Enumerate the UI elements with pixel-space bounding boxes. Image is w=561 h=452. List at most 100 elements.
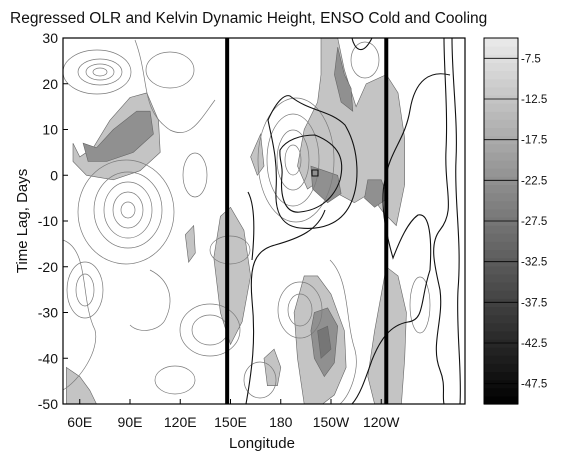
colorbar-swatch — [484, 371, 518, 381]
kelvin-circle-contour — [351, 73, 451, 404]
olr-contour — [182, 152, 208, 198]
colorbar-swatch — [484, 290, 518, 299]
colorbar-swatch — [484, 86, 518, 96]
kelvin-circle-contour — [433, 38, 449, 404]
y-tick-label: -30 — [38, 305, 58, 321]
olr-contour — [129, 269, 171, 331]
colorbar-swatch — [484, 192, 518, 202]
y-tick-label: 0 — [50, 167, 58, 183]
colorbar-swatch — [484, 306, 518, 316]
shaded-region — [263, 348, 282, 387]
olr-contour — [350, 41, 380, 79]
colorbar-swatch — [484, 282, 518, 291]
y-tick-label: 10 — [42, 122, 58, 138]
kelvin-circle-contour — [451, 38, 461, 404]
colorbar-swatch — [484, 387, 518, 397]
x-tick-label: 150W — [313, 414, 350, 430]
kelvin-cross-contour — [245, 209, 326, 404]
colorbar-label: -37.5 — [521, 297, 547, 309]
colorbar: -7.5 -12.5 -17.5 -22.5 -27.5 -32.5 -37.5 -42.5 -… — [483, 37, 547, 405]
colorbar-swatch — [484, 208, 518, 218]
olr-contour — [243, 361, 277, 399]
y-tick-label: -50 — [38, 396, 58, 412]
colorbar-swatch — [484, 103, 518, 112]
colorbar-swatch — [484, 273, 518, 283]
x-axis-label: Longitude — [229, 435, 295, 452]
olr-contour — [329, 259, 357, 404]
olr-contour — [75, 273, 95, 307]
colorbar-swatch — [484, 78, 518, 88]
colorbar-swatch — [484, 143, 518, 153]
olr-contour — [85, 63, 115, 81]
colorbar-swatch — [484, 395, 518, 405]
olr-contours — [63, 39, 431, 404]
olr-contour — [277, 281, 323, 339]
olr-contour — [257, 97, 335, 223]
olr-contour — [284, 144, 302, 176]
olr-contour — [179, 303, 241, 357]
shaded-region — [66, 366, 97, 404]
y-axis-ticks: 30 20 10 0 -10 -20 -30 -40 -50 — [38, 30, 68, 412]
olr-contour — [266, 113, 320, 207]
olr-contour — [287, 293, 313, 327]
colorbar-swatch — [484, 46, 518, 55]
colorbar-swatch — [484, 111, 518, 120]
colorbar-swatch — [484, 184, 518, 194]
shaded-region — [250, 132, 265, 176]
shaded-region — [334, 47, 354, 112]
colorbar-swatch — [484, 233, 518, 242]
colorbar-swatch — [484, 314, 518, 324]
colorbar-label: -7.5 — [521, 53, 541, 65]
x-tick-label: 120E — [164, 414, 197, 430]
olr-contour — [276, 129, 310, 191]
olr-contour — [154, 365, 196, 395]
colorbar-swatch — [484, 249, 518, 259]
colorbar-swatch — [484, 127, 518, 137]
shaded-region — [364, 179, 389, 208]
colorbar-label: -22.5 — [521, 175, 547, 187]
colorbar-swatch — [484, 200, 518, 210]
olr-contour — [103, 181, 153, 239]
colorbar-swatch — [484, 347, 518, 356]
olr-contour — [66, 261, 104, 319]
y-tick-label: -40 — [38, 350, 58, 366]
colorbar-swatch — [484, 70, 518, 80]
kelvin-contours — [245, 38, 461, 404]
colorbar-swatch — [484, 160, 518, 169]
kelvin-cross-contour — [351, 38, 373, 50]
colorbar-label: -47.5 — [521, 379, 547, 391]
colorbar-label: -12.5 — [521, 94, 547, 106]
x-tick-label: 120W — [363, 414, 400, 430]
colorbar-swatch — [484, 330, 518, 340]
olr-contour — [409, 276, 431, 334]
reference-lines — [225, 38, 389, 404]
olr-contour — [77, 159, 175, 265]
colorbar-label: -32.5 — [521, 257, 547, 269]
y-tick-label: 20 — [42, 76, 58, 92]
colorbar-label: -27.5 — [521, 216, 547, 228]
colorbar-label: -42.5 — [521, 338, 547, 350]
x-axis-ticks: 60E 90E 120E 150E 180 150W 120W — [67, 399, 400, 430]
kelvin-cross-contour — [267, 95, 358, 229]
y-tick-label: -10 — [38, 213, 58, 229]
olr-contour — [92, 67, 108, 77]
x-tick-label: 150E — [214, 414, 247, 430]
chart-title: Regressed OLR and Kelvin Dynamic Height,… — [10, 10, 487, 27]
colorbar-swatch — [484, 38, 518, 47]
colorbar-swatch — [484, 151, 518, 161]
colorbar-swatch — [484, 62, 518, 72]
colorbar-swatch — [484, 241, 518, 251]
shaded-region — [82, 110, 154, 162]
colorbar-swatch — [484, 363, 518, 373]
y-tick-label: -20 — [38, 259, 58, 275]
shaded-region — [184, 224, 196, 263]
colorbar-swatch — [484, 355, 518, 364]
colorbar-swatch — [484, 225, 518, 234]
kelvin-cross-contour — [311, 169, 319, 177]
x-tick-label: 90E — [118, 414, 143, 430]
colorbar-swatch — [484, 322, 518, 332]
x-tick-label: 60E — [67, 414, 92, 430]
colorbar-swatch — [484, 168, 518, 177]
kelvin-cross-contour — [247, 191, 255, 261]
